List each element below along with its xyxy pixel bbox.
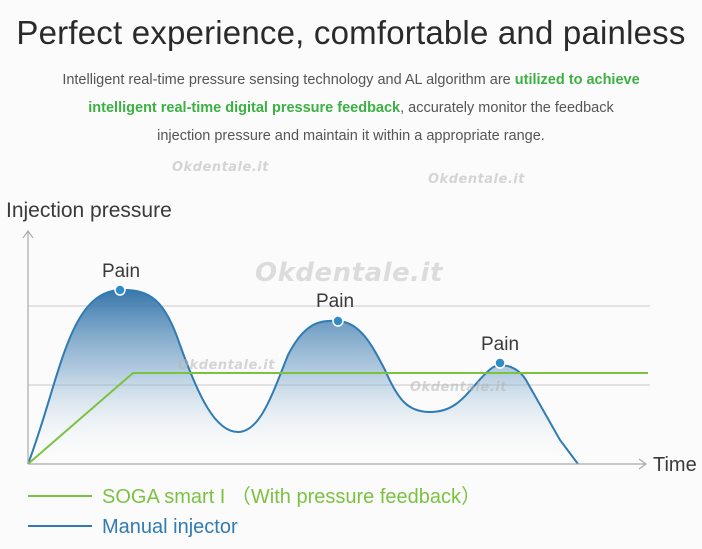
legend-manual-label: Manual injector [102, 516, 238, 538]
page-title: Perfect experience, comfortable and pain… [16, 14, 686, 51]
pain-dot-2 [332, 315, 344, 327]
x-axis-label: Time [653, 454, 697, 476]
watermark-2: Okdentale.it [428, 172, 525, 187]
watermark-4: Okdentale.it [178, 358, 275, 373]
pain-dot-1 [114, 284, 126, 296]
description-part1: Intelligent real-time pressure sensing t… [62, 72, 515, 88]
pain-label-2: Pain [316, 291, 354, 312]
legend-soga-label: SOGA smart I （With pressure feedback） [102, 485, 481, 508]
y-axis-arrow [22, 229, 34, 239]
y-axis-label: Injection pressure [6, 199, 172, 222]
soga-line [27, 372, 648, 465]
x-axis-arrow [638, 458, 648, 470]
watermark-3: Okdentale.it [255, 258, 443, 288]
manual-injector-area [28, 289, 578, 464]
pain-label-1: Pain [102, 261, 140, 282]
description-highlight: utilized to achieve intelligent real-tim… [88, 72, 640, 116]
manual-injector-line [27, 288, 579, 465]
watermark-5: Okdentale.it [410, 380, 507, 395]
description: Intelligent real-time pressure sensing t… [60, 66, 642, 150]
pain-label-3: Pain [481, 334, 519, 355]
pain-dot-3 [494, 357, 506, 369]
watermark-1: Okdentale.it [172, 160, 269, 175]
description-part2: , accurately monitor the feedback inject… [157, 100, 614, 144]
